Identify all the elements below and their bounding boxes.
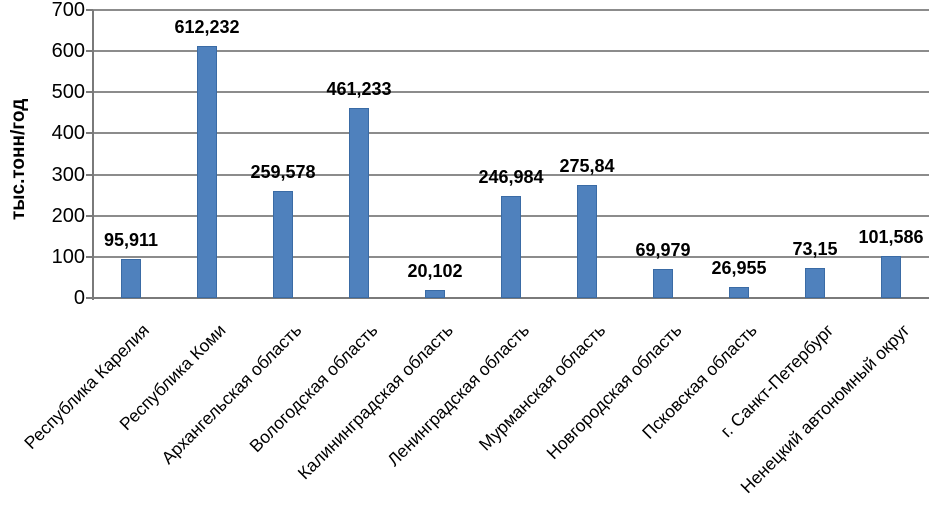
bar-value-label: 73,15: [792, 238, 838, 259]
gridline: [93, 132, 929, 135]
y-tick-label: 500: [51, 81, 85, 104]
y-axis-tick: [86, 214, 93, 217]
x-category-label: Новгородская область: [542, 320, 686, 464]
bar-value-label: 246,984: [478, 167, 544, 188]
gridline: [93, 50, 929, 53]
bar-5: [501, 196, 521, 298]
bar-value-label: 95,911: [103, 229, 159, 250]
bar-9: [805, 267, 825, 298]
y-tick-label: 700: [51, 0, 85, 21]
y-axis-tick: [86, 91, 93, 94]
bar-value-label: 461,233: [326, 79, 392, 100]
bar-6: [577, 184, 597, 298]
y-axis-tick: [86, 255, 93, 258]
y-tick-label: 200: [51, 204, 85, 227]
y-axis-tick: [86, 173, 93, 176]
y-axis-tick: [86, 297, 93, 299]
y-axis-line: [92, 10, 94, 300]
x-category-label: Республика Карелия: [20, 320, 154, 453]
bar-2: [273, 191, 293, 298]
y-axis-tick: [86, 50, 93, 53]
bar-1: [197, 46, 217, 298]
y-tick-label: 300: [51, 163, 85, 186]
bar-8: [729, 286, 749, 298]
x-category-label: Мурманская область: [474, 320, 610, 455]
bar-value-label: 26,955: [711, 257, 767, 278]
bar-value-label: 69,979: [635, 240, 691, 261]
x-category-label: Калининградская область: [293, 320, 458, 484]
bar-value-label: 20,102: [407, 260, 463, 281]
y-axis-tick: [86, 132, 93, 135]
gridline: [93, 173, 929, 176]
bar-value-label: 612,232: [174, 17, 240, 38]
y-axis-title: тыс.тонн/год: [8, 98, 29, 220]
gridline: [93, 9, 929, 11]
bar-10: [881, 256, 901, 298]
bar-value-label: 275,84: [559, 155, 615, 176]
x-category-label: Вологодская область: [245, 320, 382, 457]
y-tick-label: 0: [73, 287, 85, 309]
bar-0: [121, 258, 141, 298]
x-category-label: Архангельская область: [157, 320, 306, 468]
x-category-label: Ленинградская область: [383, 320, 534, 470]
bar-4: [425, 289, 445, 298]
y-tick-label: 400: [51, 122, 85, 145]
gridline: [93, 91, 929, 94]
bar-value-label: 101,586: [858, 227, 924, 248]
y-axis-tick: [86, 9, 93, 11]
y-tick-label: 600: [51, 40, 85, 63]
x-axis-line: [93, 297, 929, 299]
bar-value-label: 259,578: [250, 162, 316, 183]
bar-7: [653, 269, 673, 298]
y-tick-label: 100: [51, 245, 85, 268]
bar-3: [349, 108, 369, 298]
